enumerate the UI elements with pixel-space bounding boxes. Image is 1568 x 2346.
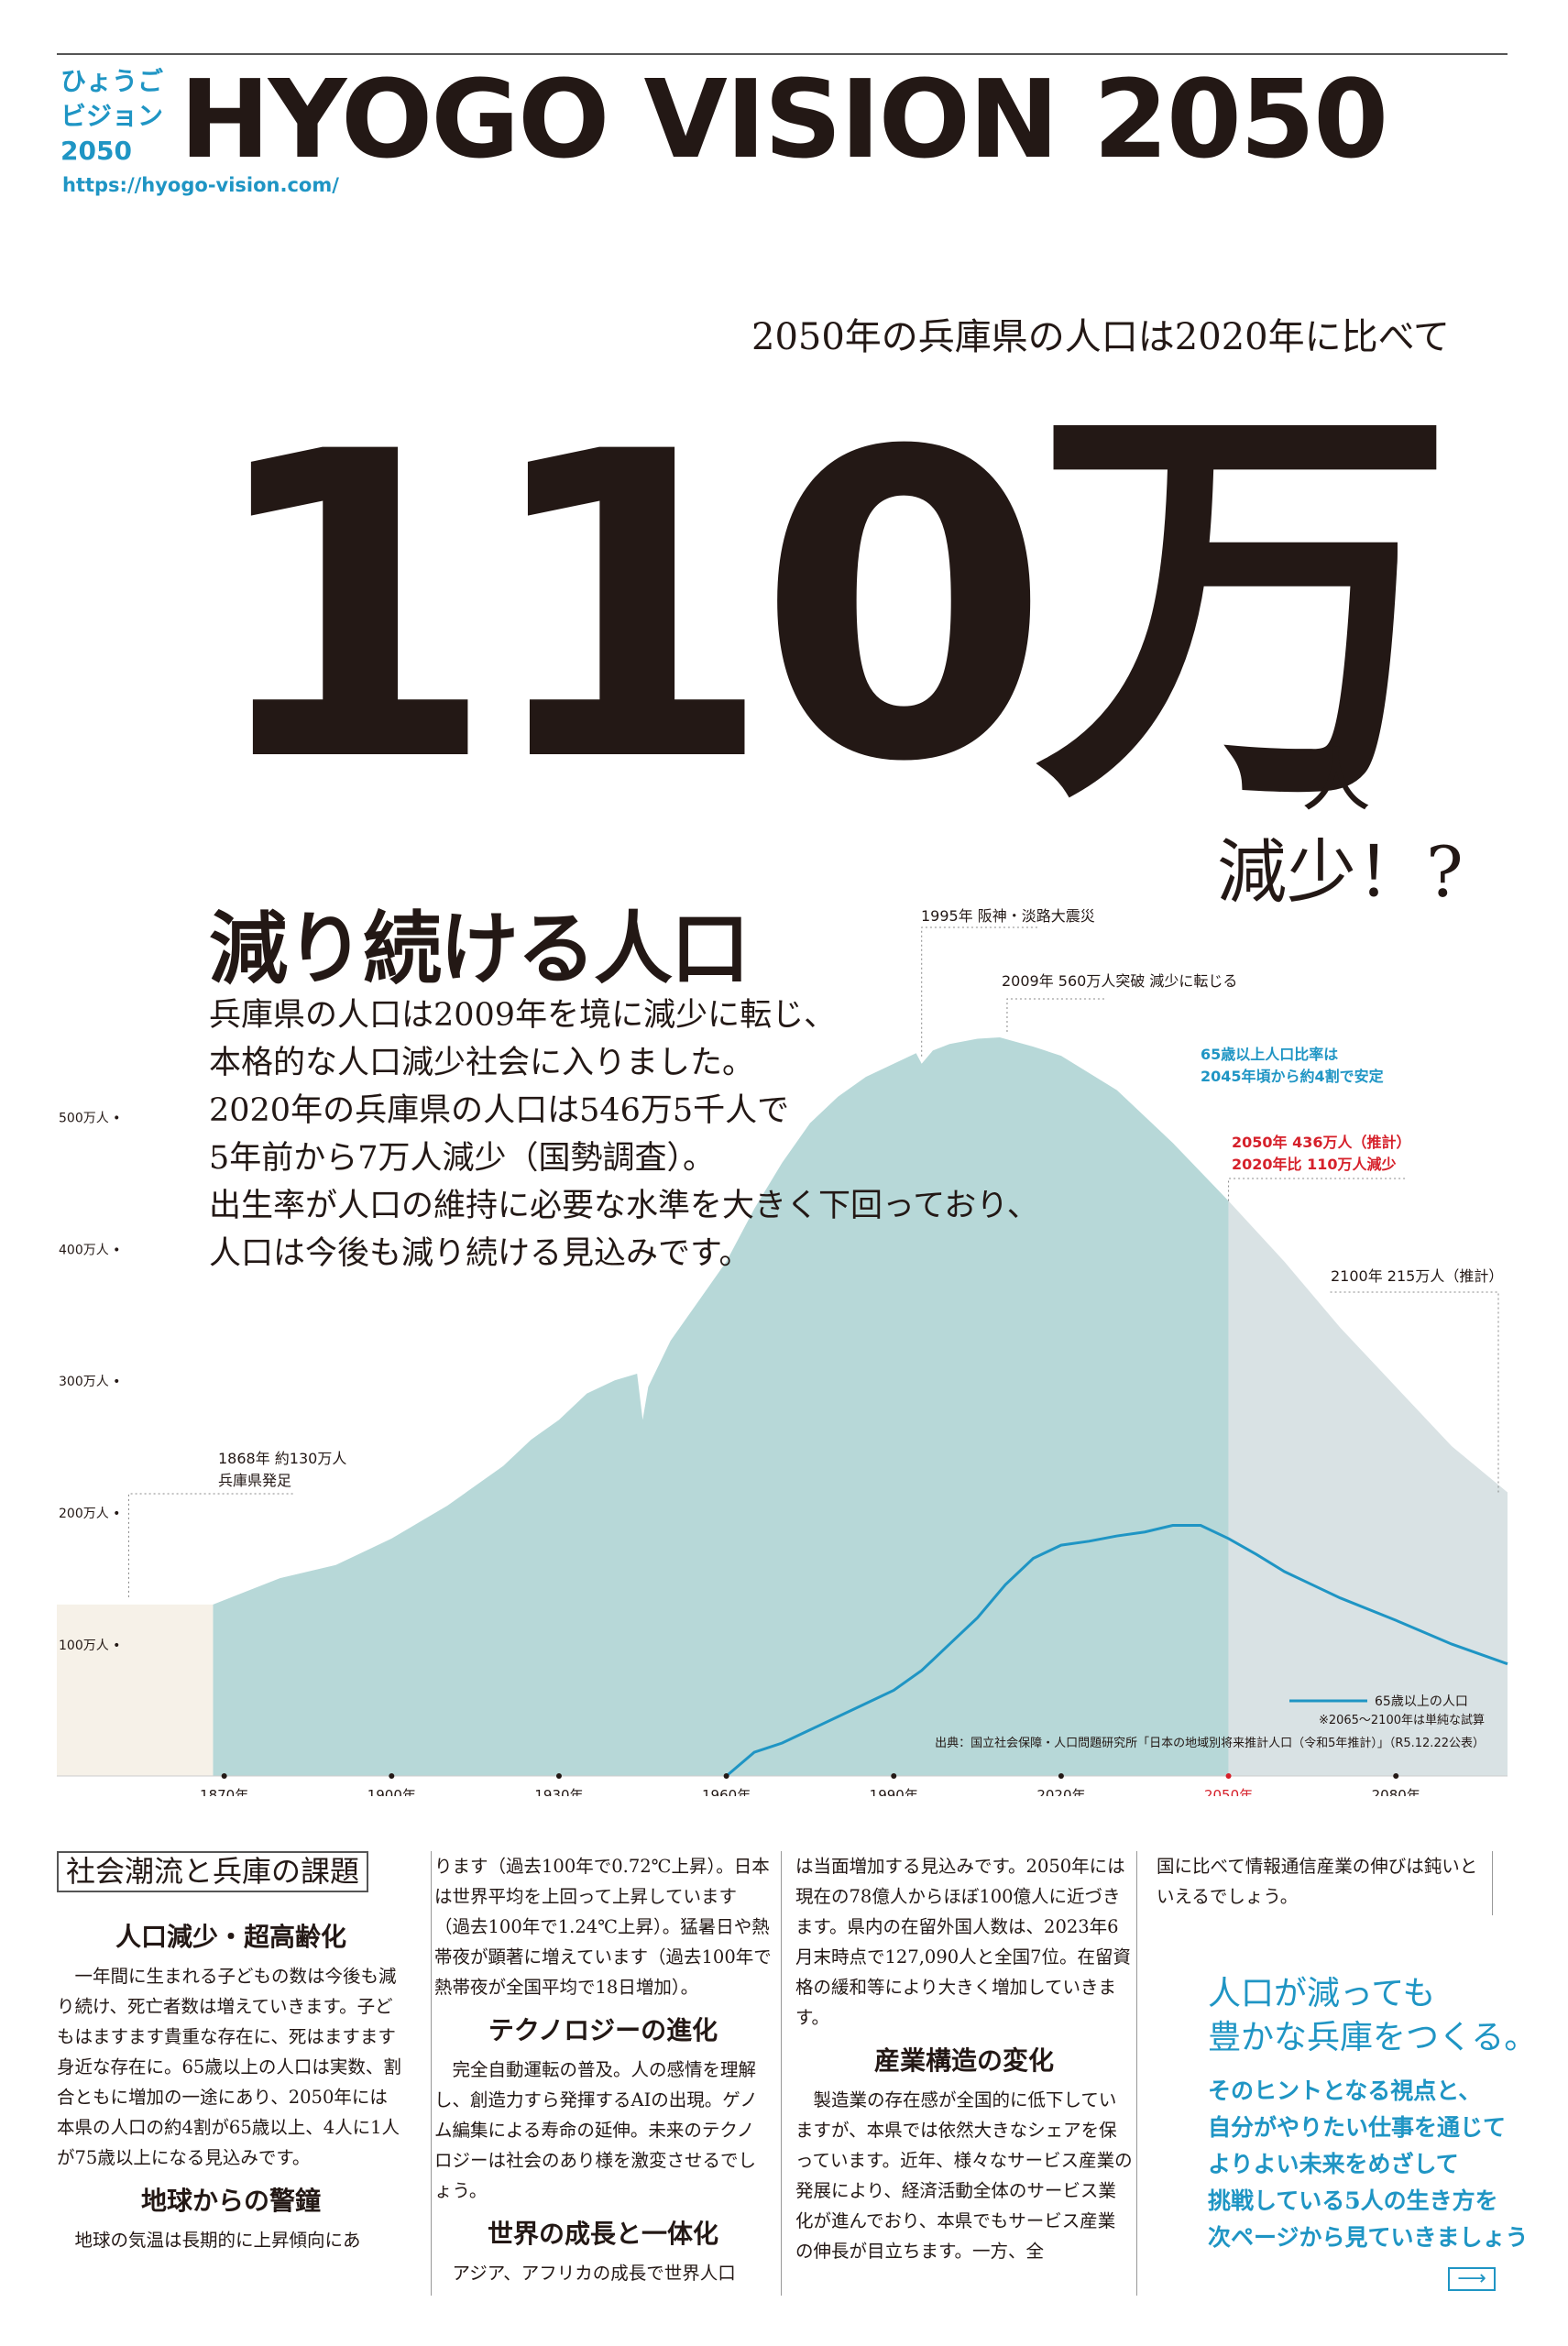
paragraph: 製造業の存在感が全国的に低下していますが、本県では依然大きなシェアを保っています… <box>795 2089 1133 2262</box>
annotation-leader <box>1228 1178 1408 1201</box>
annotation-leader <box>921 926 1039 1057</box>
paragraph: 国に比べて情報通信産業の伸びは鈍いといえるでしょう。 <box>1157 1856 1478 1907</box>
x-tick-dot <box>221 1773 227 1779</box>
logo-line-2: ビジョン <box>60 101 164 131</box>
x-tick-label: 1900年 <box>367 1787 416 1796</box>
intro-line: 兵庫県の人口は2009年を境に減少に転じ、 <box>209 997 837 1034</box>
paragraph: アジア、アフリカの成長で世界人口 <box>452 2263 736 2284</box>
column-divider <box>1492 1851 1493 1915</box>
next-page-arrow-icon[interactable]: ⟶ <box>1448 2267 1496 2291</box>
x-tick-dot <box>1058 1773 1064 1779</box>
column-4: 国に比べて情報通信産業の伸びは鈍いといえるでしょう。 <box>1157 1851 1486 1912</box>
callout-sub-line: 次ページから見ていきましょう <box>1208 2224 1529 2251</box>
legend-label: 65歳以上の人口 <box>1375 1694 1468 1709</box>
paragraph: 完全自動運転の普及。人の感情を理解し、創造力すら発揮するAIの出現。ゲノム編集に… <box>434 2059 758 2201</box>
chart-source: 出典：国立社会保障・人口問題研究所「日本の地域別将来推計人口（令和5年推計）」（… <box>935 1736 1485 1750</box>
x-tick-dot <box>389 1773 395 1779</box>
paragraph: 一年間に生まれる子どもの数は今後も減り続け、死亡者数は増えていきます。子どもはま… <box>57 1966 401 2168</box>
callout-sub-line: 挑戦している5人の生き方を <box>1208 2187 1498 2214</box>
intro-line: 本格的な人口減少社会に入りました。 <box>209 1045 755 1081</box>
elderly-population-line <box>725 1524 1508 1778</box>
annotation-1995: 1995年 阪神・淡路大震災 <box>921 907 1095 925</box>
intro-line: 出生率が人口の維持に必要な水準を大きく下回っており、 <box>209 1188 1039 1224</box>
box-title: 社会潮流と兵庫の課題 <box>57 1851 369 1892</box>
column-3: は当面増加する見込みです。2050年には現在の78億人からほぼ100億人に近づき… <box>795 1851 1133 2266</box>
headline-suffix-decrease: 減少！? <box>1217 831 1464 913</box>
site-url-link[interactable]: https://hyogo-vision.com/ <box>62 174 339 196</box>
y-tick-label: 500万人 • <box>59 1111 120 1125</box>
y-tick-label: 300万人 • <box>59 1375 120 1389</box>
logo: ひょうご ビジョン 2050 <box>60 64 164 169</box>
column-divider <box>1136 1851 1137 2296</box>
callout: 人口が減っても 豊かな兵庫をつくる。 そのヒントとなる視点と、 自分がやりたい仕… <box>1208 1972 1537 2256</box>
heading-earth: 地球からの警鐘 <box>140 2186 321 2216</box>
heading-technology: テクノロジーの進化 <box>488 2015 718 2045</box>
y-tick-label: 400万人 • <box>59 1243 120 1257</box>
headline-suffix-person: 人 <box>1301 740 1371 821</box>
x-tick-dot <box>891 1773 897 1779</box>
projection-area <box>1228 1200 1508 1776</box>
column-2: ります（過去100年で0.72℃上昇）。日本は世界平均を上回って上昇しています（… <box>434 1851 772 2288</box>
annotation-elderly-ratio: 2045年頃から約4割で安定 <box>1201 1068 1384 1085</box>
x-tick-dot <box>723 1773 729 1779</box>
column-divider <box>431 1851 432 2296</box>
column-1: 社会潮流と兵庫の課題 人口減少・超高齢化 一年間に生まれる子どもの数は今後も減り… <box>57 1851 405 2255</box>
x-tick-label: 2020年 <box>1036 1787 1085 1796</box>
callout-sub-line: よりよい未来をめざして <box>1208 2151 1459 2177</box>
x-tick-label: 1960年 <box>702 1787 751 1796</box>
paragraph: は当面増加する見込みです。2050年には現在の78億人からほぼ100億人に近づき… <box>795 1856 1132 2028</box>
annotation-elderly-ratio: 65歳以上人口比率は <box>1201 1046 1338 1063</box>
annotation-leader <box>1329 1291 1499 1493</box>
annotation-2050: 2050年 436万人（推計） <box>1232 1134 1411 1151</box>
section-title: 減り続ける人口 <box>209 904 750 995</box>
headline-number: 110万 <box>203 364 1455 854</box>
annotation-2100: 2100年 215万人（推計） <box>1331 1267 1503 1285</box>
logo-line-3: 2050 <box>60 136 132 166</box>
annotation-1868: 1868年 約130万人 <box>218 1450 346 1467</box>
population-area <box>213 1037 1229 1776</box>
x-tick-label: 2050年 <box>1204 1787 1253 1796</box>
x-tick-dot <box>1225 1773 1232 1779</box>
arrow-glyph: ⟶ <box>1457 2267 1486 2290</box>
intro-line: 5年前から7万人減少（国勢調査）。 <box>209 1140 716 1177</box>
x-tick-dot <box>555 1773 562 1779</box>
callout-sub-line: そのヒントとなる視点と、 <box>1208 2077 1482 2104</box>
intro-line: 人口は今後も減り続ける見込みです。 <box>209 1235 751 1272</box>
logo-line-1: ひょうご <box>60 66 164 96</box>
heading-population: 人口減少・超高齢化 <box>115 1922 346 1952</box>
top-rule <box>57 53 1508 55</box>
page-title: HYOGO VISION 2050 <box>180 56 1388 182</box>
heading-world: 世界の成長と一体化 <box>487 2219 718 2249</box>
callout-sub: そのヒントとなる視点と、 自分がやりたい仕事を通じて よりよい未来をめざして 挑… <box>1208 2073 1537 2256</box>
headline-lead: 2050年の兵庫県の人口は2020年に比べて <box>751 316 1450 358</box>
callout-sub-line: 自分がやりたい仕事を通じて <box>1208 2114 1507 2141</box>
paragraph: ります（過去100年で0.72℃上昇）。日本は世界平均を上回って上昇しています（… <box>434 1856 772 1998</box>
y-tick-label: 200万人 • <box>59 1507 120 1521</box>
intro-line: 2020年の兵庫県の人口は546万5千人で <box>209 1092 790 1129</box>
annotation-leader <box>127 1493 296 1597</box>
population-chart: 100万人 • 200万人 • 300万人 • 400万人 • 500万人 • 1870年… <box>57 907 1508 1796</box>
callout-line: 人口が減っても <box>1208 1975 1436 2012</box>
callout-line: 豊かな兵庫をつくる。 <box>1208 2019 1538 2056</box>
heading-industry: 産業構造の変化 <box>873 2045 1054 2076</box>
section-intro: 兵庫県の人口は2009年を境に減少に転じ、 本格的な人口減少社会に入りました。 … <box>209 992 1039 1277</box>
x-tick-label: 2080年 <box>1372 1787 1420 1796</box>
paragraph: 地球の気温は長期的に上昇傾向にあ <box>74 2230 361 2251</box>
y-tick-label: 100万人 • <box>59 1639 120 1653</box>
pre-1868-region <box>57 1604 214 1776</box>
x-tick-label: 1930年 <box>534 1787 583 1796</box>
x-tick-label: 1870年 <box>200 1787 248 1796</box>
chart-note: ※2065～2100年は単純な試算 <box>1319 1713 1485 1727</box>
annotation-leader <box>1006 998 1106 1032</box>
annotation-2009: 2009年 560万人突破 減少に転じる <box>1002 972 1237 990</box>
annotation-2050: 2020年比 110万人減少 <box>1232 1156 1397 1173</box>
column-divider <box>781 1851 782 2296</box>
x-tick-label: 1990年 <box>870 1787 918 1796</box>
x-tick-dot <box>1393 1773 1399 1779</box>
annotation-1868: 兵庫県発足 <box>218 1472 291 1489</box>
